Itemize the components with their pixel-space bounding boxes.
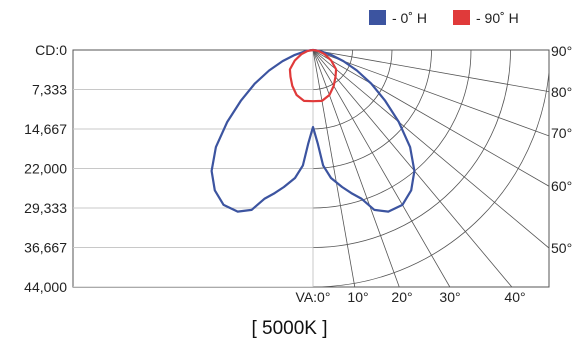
radial-tick-label: 36,667 bbox=[24, 240, 67, 256]
grid-ray bbox=[312, 50, 451, 287]
grid-ray bbox=[312, 50, 549, 137]
angle-label-bottom: 10° bbox=[347, 289, 368, 305]
angle-label-side: 70° bbox=[551, 125, 572, 141]
radial-tick-label: 29,333 bbox=[24, 200, 67, 216]
grid-ray bbox=[312, 50, 549, 249]
angle-label-bottom: 30° bbox=[439, 289, 460, 305]
radial-tick-label: 14,667 bbox=[24, 121, 67, 137]
angle-label-side: 90° bbox=[551, 43, 572, 59]
angle-label-side: 80° bbox=[551, 84, 572, 100]
series-curve-0h bbox=[210, 48, 416, 213]
grid-ring bbox=[312, 65, 549, 287]
grid-ray bbox=[312, 50, 356, 287]
angle-label-bottom: 40° bbox=[504, 289, 525, 305]
grid-ray bbox=[312, 50, 400, 287]
radial-tick-label: 7,333 bbox=[32, 81, 67, 97]
legend-label: - 90˚ H bbox=[476, 10, 519, 26]
radial-tick-label: 44,000 bbox=[24, 279, 67, 295]
angle-label-bottom: VA:0° bbox=[296, 289, 331, 305]
angle-label-bottom: 20° bbox=[391, 289, 412, 305]
angle-label-side: 60° bbox=[551, 178, 572, 194]
chart-caption: [ 5000K ] bbox=[251, 318, 328, 339]
angle-label-side: 50° bbox=[551, 240, 572, 256]
grid-ring bbox=[312, 50, 511, 248]
radial-axis-labels: CD:0 7,333 14,667 22,000 29,333 36,667 44,000 bbox=[24, 42, 67, 295]
grid-ring bbox=[312, 50, 472, 209]
radial-tick-label: CD:0 bbox=[35, 42, 67, 58]
polar-grid bbox=[73, 50, 549, 287]
series-curves bbox=[210, 48, 416, 213]
grid-ray bbox=[312, 50, 513, 287]
grid-ray bbox=[312, 50, 549, 93]
angle-labels-side: 90° 80° 70° 60° 50° bbox=[551, 43, 572, 256]
legend-label: - 0˚ H bbox=[392, 10, 427, 26]
series-curve-90h bbox=[288, 48, 338, 103]
legend-swatch bbox=[369, 10, 386, 25]
legend-swatch bbox=[453, 10, 470, 25]
grid-ring bbox=[312, 50, 393, 130]
grid-ray bbox=[312, 50, 549, 187]
legend: - 0˚ H - 90˚ H bbox=[369, 10, 519, 26]
angle-labels-bottom: VA:0° 10° 20° 30° 40° bbox=[296, 289, 526, 305]
grid-ring bbox=[312, 50, 432, 169]
radial-tick-label: 22,000 bbox=[24, 161, 67, 177]
